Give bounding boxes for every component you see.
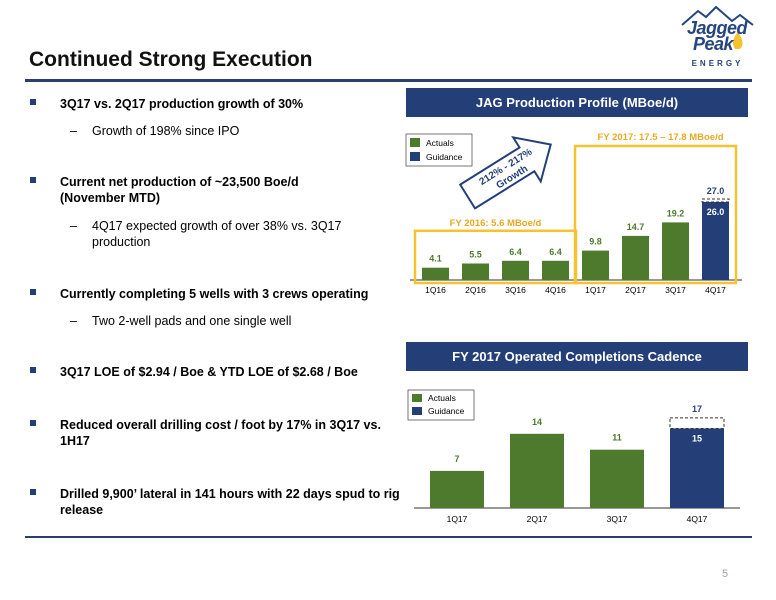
page-number: 5: [722, 568, 729, 580]
header-rule: [25, 79, 752, 82]
mountain-icon: [681, 5, 754, 49]
sub-bullet-text: Two 2-well pads and one single well: [92, 314, 292, 328]
bullet-marker: [30, 289, 36, 295]
data-label: 15: [692, 434, 702, 444]
bar: [430, 470, 484, 508]
sub-bullet-text: Growth of 198% since IPO: [92, 124, 240, 138]
legend-swatch-actuals: [410, 138, 420, 147]
bullet-text: 3Q17 LOE of $2.94 / Boe & YTD LOE of $2.…: [60, 365, 358, 379]
bullet-marker: [30, 177, 36, 183]
data-label: 17: [692, 404, 702, 414]
logo-line2: Peak: [692, 34, 734, 54]
bullet-marker: [30, 489, 36, 495]
tick-label: 2Q16: [465, 285, 486, 295]
bar: [622, 235, 649, 280]
data-label: 19.2: [667, 208, 685, 218]
guidance-high-box: [669, 417, 725, 430]
legend-swatch-guidance: [410, 152, 420, 161]
bullet-text: Currently completing 5 wells with 3 crew…: [60, 287, 369, 301]
data-label: 4.1: [429, 254, 442, 264]
bar: [702, 202, 729, 280]
data-label: 27.0: [707, 186, 725, 196]
tick-label: 1Q16: [425, 285, 446, 295]
bar: [582, 250, 609, 280]
legend-label: Guidance: [426, 152, 463, 162]
guidance-high-box: [701, 198, 730, 203]
fy2017-highlight-box: [573, 144, 738, 285]
data-label: 14.7: [627, 222, 645, 232]
bar: [462, 263, 489, 280]
data-label: 6.4: [549, 247, 562, 257]
bullet-text: Drilled 9,900’ lateral in 141 hours with…: [60, 487, 400, 517]
bullet-text: 3Q17 vs. 2Q17 production growth of 30%: [60, 97, 304, 111]
tick-label: 4Q16: [545, 285, 566, 295]
bar: [510, 433, 564, 508]
legend-label: Actuals: [428, 393, 456, 403]
tick-label: 1Q17: [585, 285, 606, 295]
production-chart: FY 2016: 5.6 MBoe/d FY 2017: 17.5 – 17.8 …: [405, 132, 742, 295]
legend-swatch-actuals: [412, 394, 422, 402]
bar: [670, 428, 724, 508]
logo-line1: Jagged: [686, 18, 748, 38]
fy2017-label: FY 2017: 17.5 – 17.8 MBoe/d: [597, 132, 723, 143]
bullet-marker: [30, 367, 36, 373]
data-label: 6.4: [509, 247, 522, 257]
bar: [502, 260, 529, 280]
completions-chart-title: FY 2017 Operated Completions Cadence: [406, 342, 748, 371]
legend-swatch-guidance: [412, 407, 422, 415]
logo-energy: ENERGY: [691, 59, 744, 68]
bullet-text: Reduced overall drilling cost / foot by …: [60, 418, 381, 448]
tick-label: 2Q17: [527, 514, 548, 524]
data-label: 5.5: [469, 250, 482, 260]
bullet-text: Current net production of ~23,500 Boe/d …: [60, 175, 299, 205]
tick-label: 3Q17: [665, 285, 686, 295]
bullet-marker: [30, 420, 36, 426]
data-label: 14: [532, 417, 542, 427]
bullet-marker: [30, 99, 36, 105]
fy2016-label: FY 2016: 5.6 MBoe/d: [450, 218, 542, 229]
page-title: Continued Strong Execution: [29, 48, 313, 71]
sub-bullet-text: 4Q17 expected growth of over 38% vs. 3Q1…: [92, 219, 342, 249]
bar: [662, 222, 689, 280]
tick-label: 3Q17: [607, 514, 628, 524]
tick-label: 2Q17: [625, 285, 646, 295]
data-label: 11: [612, 433, 622, 443]
bar: [422, 267, 449, 280]
tick-label: 1Q17: [447, 514, 468, 524]
legend-label: Actuals: [426, 138, 454, 148]
legend-label: Guidance: [428, 406, 465, 416]
tick-label: 4Q17: [705, 285, 726, 295]
growth-arrow-shape: [458, 135, 552, 210]
data-label: 9.8: [589, 237, 602, 247]
bar: [590, 449, 644, 508]
bar: [542, 260, 569, 280]
tick-label: 3Q16: [505, 285, 526, 295]
completions-chart: Actuals Guidance 7 1Q17 14 2Q17 11 3Q17 15 17 4Q17: [407, 389, 740, 524]
footer-rule: [25, 536, 752, 538]
production-chart-title: JAG Production Profile (MBoe/d): [406, 88, 748, 117]
data-label: 7: [454, 454, 459, 464]
data-label: 26.0: [707, 207, 725, 217]
tick-label: 4Q17: [687, 514, 708, 524]
